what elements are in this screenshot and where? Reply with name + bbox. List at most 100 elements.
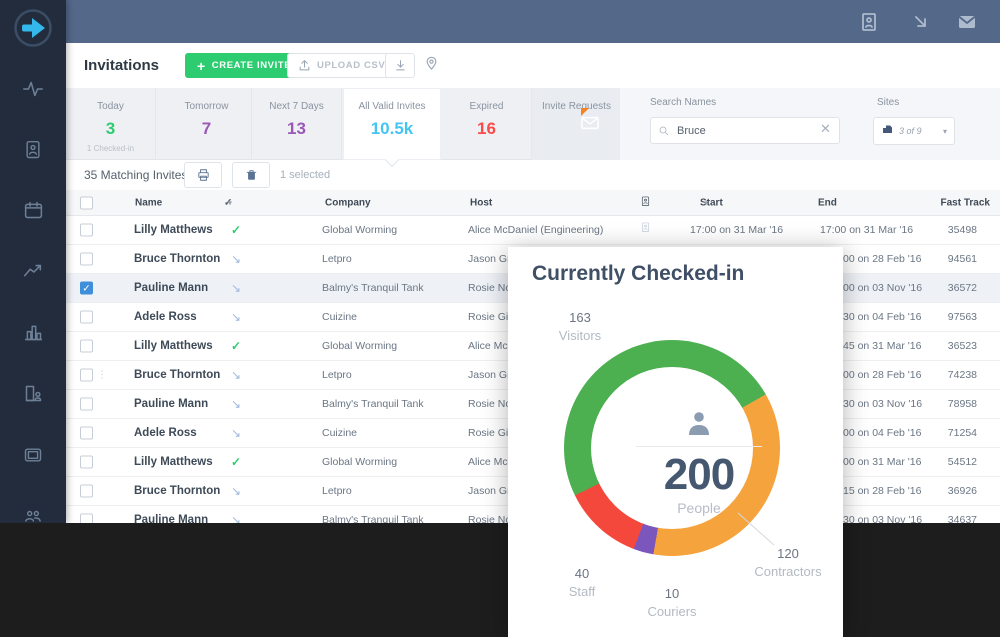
row-checkbox[interactable]	[80, 397, 93, 411]
cell-fast-track: 36572	[947, 282, 977, 294]
row-checkbox[interactable]: ✓	[80, 281, 93, 295]
sites-label: Sites	[877, 97, 900, 108]
cell-name: Bruce Thornton	[134, 485, 221, 497]
id-badge-icon[interactable]	[0, 119, 66, 180]
upload-icon	[299, 60, 310, 71]
cell-end: 00 on 28 Feb '16	[843, 369, 922, 381]
trend-icon[interactable]	[0, 241, 66, 302]
delete-button[interactable]	[232, 162, 270, 188]
cell-company: Cuizine	[322, 311, 358, 323]
cell-end: 30 on 03 Nov '16	[843, 398, 923, 410]
search-input[interactable]	[650, 117, 840, 144]
cell-end: 00 on 31 Mar '16	[843, 456, 922, 468]
cell-name: Lilly Matthews	[134, 224, 213, 236]
couriers-callout: 10 Couriers	[647, 586, 697, 619]
cell-company: Letpro	[322, 253, 352, 265]
col-end[interactable]: End	[818, 197, 837, 208]
download-button[interactable]	[385, 53, 415, 78]
status-icon: ↘	[230, 397, 242, 411]
col-company[interactable]: Company	[325, 197, 371, 208]
search-zone: Search Names ✕	[620, 88, 860, 160]
cell-fast-track: 36926	[947, 485, 977, 497]
arrow-down-right-icon[interactable]	[910, 11, 932, 33]
building-icon	[881, 122, 894, 140]
checkin-door-icon[interactable]	[858, 11, 880, 33]
status-icon: ✓	[230, 455, 242, 469]
cell-end: 30 on 04 Feb '16	[843, 311, 922, 323]
status-icon: ↘	[230, 252, 242, 266]
site-building-icon[interactable]	[0, 302, 66, 363]
action-bar: Invitations + CREATE INVITE UPLOAD CSV	[66, 43, 1000, 88]
cell-fast-track: 35498	[947, 224, 977, 236]
cell-name: Pauline Mann	[134, 398, 209, 410]
plus-icon: +	[197, 57, 206, 74]
cell-name: Lilly Matthews	[134, 456, 213, 468]
calendar-icon[interactable]	[0, 180, 66, 241]
row-checkbox[interactable]	[80, 252, 93, 266]
sites-dropdown[interactable]: 3 of 9 ▾	[873, 117, 955, 145]
row-checkbox[interactable]	[80, 368, 93, 382]
row-checkbox[interactable]	[80, 513, 93, 523]
cell-end: 17:00 on 31 Mar '16	[820, 224, 914, 236]
row-drag-handle[interactable]: ⋮	[97, 369, 107, 381]
create-invite-button[interactable]: + CREATE INVITE	[185, 53, 304, 78]
select-all-checkbox[interactable]	[80, 196, 93, 209]
cell-company: Global Worming	[322, 340, 398, 352]
modal-title: Currently Checked-in	[532, 262, 745, 285]
tab-today[interactable]: Today 3 1 Checked-in	[66, 88, 156, 160]
row-checkbox[interactable]	[80, 484, 93, 498]
clear-search-icon[interactable]: ✕	[820, 121, 831, 136]
matching-count: 35 Matching Invites	[84, 168, 188, 182]
tab-invite-requests[interactable]: Invite Requests	[532, 88, 622, 160]
search-label: Search Names	[650, 97, 717, 108]
row-checkbox[interactable]	[80, 223, 93, 237]
sidebar	[0, 0, 66, 523]
table-toolbar: 35 Matching Invites 1 selected	[66, 160, 1000, 190]
total-people: 200	[663, 450, 735, 499]
row-checkbox[interactable]	[80, 426, 93, 440]
tab-expired[interactable]: Expired 16	[442, 88, 532, 160]
print-button[interactable]	[184, 162, 222, 188]
tab-all-valid-invites[interactable]: All Valid Invites 10.5k	[343, 88, 441, 168]
map-pin-icon[interactable]	[424, 55, 439, 75]
total-people-label: People	[677, 500, 721, 516]
cell-host: Rosie Norto	[468, 514, 524, 523]
row-checkbox[interactable]	[80, 455, 93, 469]
table-row[interactable]: ⋮ Lilly Matthews ✓ Global Worming Alice …	[66, 216, 1000, 245]
upload-csv-button[interactable]: UPLOAD CSV	[287, 53, 397, 78]
visitors-callout: 163 Visitors	[558, 310, 602, 343]
person-icon	[591, 407, 807, 444]
status-icon: ✓	[230, 223, 242, 237]
tab-next-7-days[interactable]: Next 7 Days 13	[252, 88, 342, 160]
page-title: Invitations	[84, 57, 160, 74]
cell-end: 00 on 28 Feb '16	[843, 253, 922, 265]
col-fast-track[interactable]: Fast Track	[940, 197, 990, 208]
sites-zone: Sites 3 of 9 ▾	[860, 88, 1000, 160]
sites-value: 3 of 9	[899, 126, 922, 136]
tablet-icon[interactable]	[0, 424, 66, 485]
app-window: Invitations + CREATE INVITE UPLOAD CSV T…	[0, 0, 1000, 523]
status-icon: ↘	[230, 310, 242, 324]
cell-name: Adele Ross	[134, 427, 197, 439]
row-checkbox[interactable]	[80, 339, 93, 353]
mail-icon[interactable]	[956, 11, 978, 33]
cell-host: Jason Griffi	[468, 485, 521, 497]
cell-company: Global Worming	[322, 224, 398, 236]
filter-bar: Today 3 1 Checked-in Tomorrow 7 Next 7 D…	[66, 88, 1000, 168]
col-name[interactable]: Name	[135, 197, 163, 208]
sine-arrow-logo[interactable]	[0, 4, 66, 52]
topbar	[66, 0, 1000, 43]
cell-fast-track: 54512	[947, 456, 977, 468]
host-location-icon[interactable]	[0, 363, 66, 424]
row-checkbox[interactable]	[80, 310, 93, 324]
team-icon[interactable]	[0, 485, 66, 523]
pulse-icon[interactable]	[0, 58, 66, 119]
col-host[interactable]: Host	[470, 197, 493, 208]
cell-fast-track: 97563	[947, 311, 977, 323]
tab-tomorrow[interactable]: Tomorrow 7	[162, 88, 252, 160]
search-icon	[658, 124, 670, 142]
selected-count: 1 selected	[280, 169, 331, 181]
col-badge-icon[interactable]	[640, 195, 651, 211]
cell-host: Alice McDaniel (Engineering)	[468, 224, 604, 236]
